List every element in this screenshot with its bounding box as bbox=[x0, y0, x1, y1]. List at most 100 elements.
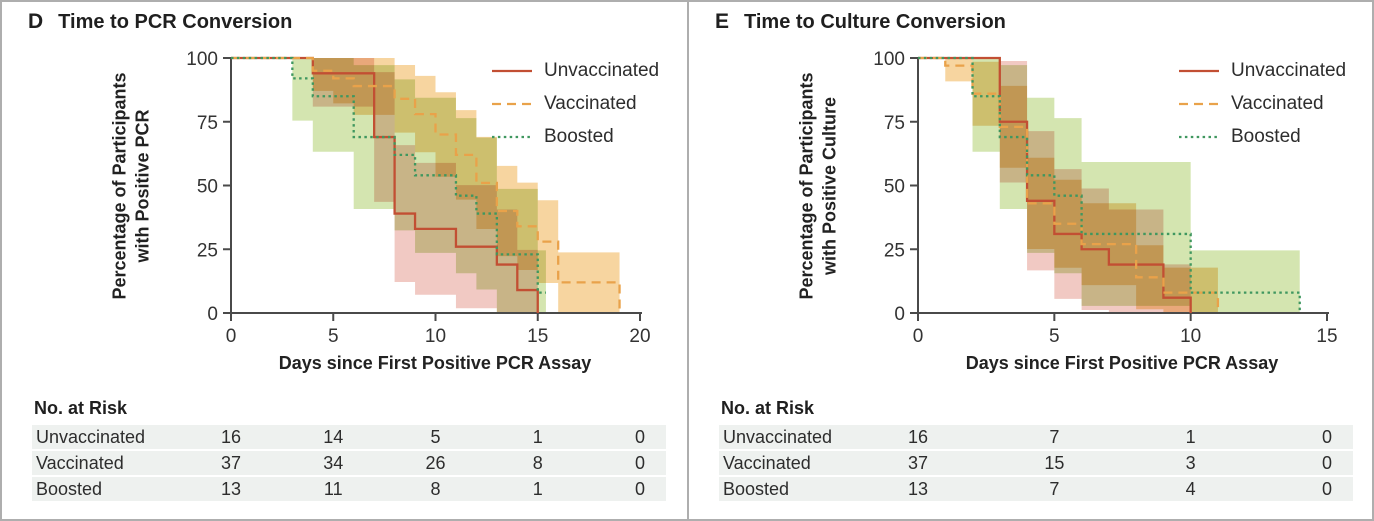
risk-row-label: Boosted bbox=[723, 479, 790, 499]
y-tick-label: 75 bbox=[884, 113, 905, 134]
y-tick-label: 100 bbox=[873, 49, 905, 70]
legend-label: Vaccinated bbox=[1231, 92, 1324, 114]
risk-count-day-15: 8 bbox=[532, 453, 543, 473]
legend-solid-line-swatch bbox=[492, 69, 532, 72]
risk-count-day-20: 0 bbox=[634, 427, 646, 447]
km-curve-vaccinated bbox=[918, 56, 1220, 313]
x-tick-label: 20 bbox=[629, 326, 650, 347]
risk-table: Unvaccinated 16 7 1 0 Vaccinated 37 15 3 0 Boosted… bbox=[719, 425, 1353, 503]
legend-item-unvaccinated: Unvaccinated bbox=[1177, 54, 1346, 87]
risk-table-header: No. at Risk bbox=[34, 398, 128, 418]
km-plot-pcr: 0 25 50 75 100 0 5 10 15 20 bbox=[186, 49, 650, 347]
legend-item-vaccinated: Vaccinated bbox=[1177, 87, 1346, 120]
y-tick-label: 0 bbox=[207, 304, 218, 325]
risk-count-day-15: 0 bbox=[1321, 479, 1333, 499]
km-curve-boosted bbox=[918, 56, 1301, 313]
risk-row-boosted: Boosted 13 7 4 0 bbox=[719, 477, 1353, 501]
x-tick-label: 10 bbox=[1180, 326, 1201, 347]
risk-count-day-20: 0 bbox=[634, 479, 646, 499]
risk-count-day-0: 37 bbox=[220, 453, 242, 473]
y-tick-label: 25 bbox=[197, 240, 218, 261]
risk-count-day-5: 7 bbox=[1049, 427, 1060, 447]
panel-culture-conversion: E Time to Culture Conversion Percentage o… bbox=[687, 2, 1372, 519]
risk-count-day-5: 7 bbox=[1049, 479, 1060, 499]
x-axis-label: Days since First Positive PCR Assay bbox=[278, 353, 592, 373]
legend-item-unvaccinated: Unvaccinated bbox=[490, 54, 659, 87]
x-axis-label: Days since First Positive PCR Assay bbox=[965, 353, 1279, 373]
panel-title-text: Time to Culture Conversion bbox=[744, 11, 1006, 33]
risk-row-label: Unvaccinated bbox=[723, 427, 833, 447]
x-tick-label: 15 bbox=[1316, 326, 1337, 347]
legend-item-vaccinated: Vaccinated bbox=[490, 87, 659, 120]
panel-pcr-conversion: D Time to PCR Conversion Percentage of Pa… bbox=[2, 2, 687, 519]
y-tick-label: 50 bbox=[197, 177, 218, 198]
legend-dashed-line-swatch bbox=[1179, 102, 1219, 105]
km-curve-unvaccinated bbox=[231, 56, 539, 313]
risk-count-day-15: 1 bbox=[532, 427, 543, 447]
panel-letter: D bbox=[28, 10, 44, 33]
risk-count-day-5: 14 bbox=[323, 427, 344, 447]
risk-row-vaccinated: Vaccinated 37 34 26 8 0 bbox=[32, 451, 666, 475]
x-tick-label: 0 bbox=[913, 326, 924, 347]
y-tick-label: 100 bbox=[186, 49, 218, 70]
risk-count-day-10: 3 bbox=[1185, 453, 1196, 473]
risk-count-day-10: 5 bbox=[430, 427, 441, 447]
risk-count-day-10: 26 bbox=[425, 453, 446, 473]
legend-dotted-line-swatch bbox=[1179, 135, 1219, 138]
x-tick-label: 10 bbox=[425, 326, 446, 347]
panel-title-text: Time to PCR Conversion bbox=[58, 11, 293, 33]
km-curve-vaccinated bbox=[231, 56, 621, 313]
risk-count-day-0: 13 bbox=[220, 479, 242, 499]
y-tick-label: 75 bbox=[197, 113, 218, 134]
legend: Unvaccinated Vaccinated Boosted bbox=[490, 54, 659, 153]
risk-count-day-15: 0 bbox=[1321, 427, 1333, 447]
risk-count-day-0: 13 bbox=[907, 479, 929, 499]
x-tick-label: 5 bbox=[328, 326, 339, 347]
risk-row-boosted: Boosted 13 11 8 1 0 bbox=[32, 477, 666, 501]
legend: Unvaccinated Vaccinated Boosted bbox=[1177, 54, 1346, 153]
risk-count-day-10: 1 bbox=[1185, 427, 1196, 447]
x-tick-label: 5 bbox=[1049, 326, 1060, 347]
risk-row-label: Boosted bbox=[36, 479, 103, 499]
risk-count-day-15: 0 bbox=[1321, 453, 1333, 473]
risk-count-day-5: 11 bbox=[323, 479, 343, 499]
risk-count-day-10: 4 bbox=[1185, 479, 1196, 499]
risk-row-label: Vaccinated bbox=[723, 453, 811, 473]
panel-title: E Time to Culture Conversion bbox=[715, 10, 1006, 34]
risk-count-day-20: 0 bbox=[634, 453, 646, 473]
y-tick-label: 50 bbox=[884, 177, 905, 198]
risk-row-vaccinated: Vaccinated 37 15 3 0 bbox=[719, 451, 1353, 475]
risk-count-day-0: 37 bbox=[907, 453, 929, 473]
legend-label: Vaccinated bbox=[544, 92, 637, 114]
risk-row-unvaccinated: Unvaccinated 16 7 1 0 bbox=[719, 425, 1353, 449]
km-curve-boosted bbox=[231, 56, 546, 294]
risk-count-day-5: 34 bbox=[323, 453, 344, 473]
legend-dotted-line-swatch bbox=[492, 135, 532, 138]
panel-letter: E bbox=[715, 10, 730, 33]
y-tick-label: 25 bbox=[884, 240, 905, 261]
legend-item-boosted: Boosted bbox=[490, 120, 659, 153]
panel-title: D Time to PCR Conversion bbox=[28, 10, 292, 34]
x-tick-label: 0 bbox=[226, 326, 237, 347]
legend-label: Boosted bbox=[544, 125, 614, 147]
risk-count-day-10: 8 bbox=[430, 479, 441, 499]
legend-label: Unvaccinated bbox=[1231, 59, 1347, 81]
risk-count-day-5: 15 bbox=[1044, 453, 1065, 473]
legend-dashed-line-swatch bbox=[492, 102, 532, 105]
risk-row-label: Unvaccinated bbox=[36, 427, 146, 447]
legend-label: Unvaccinated bbox=[544, 59, 660, 81]
risk-count-day-15: 1 bbox=[532, 479, 543, 499]
legend-item-boosted: Boosted bbox=[1177, 120, 1346, 153]
legend-solid-line-swatch bbox=[1179, 69, 1219, 72]
risk-row-unvaccinated: Unvaccinated 16 14 5 1 0 bbox=[32, 425, 666, 449]
risk-row-label: Vaccinated bbox=[36, 453, 124, 473]
legend-label: Boosted bbox=[1231, 125, 1301, 147]
risk-table-header: No. at Risk bbox=[721, 398, 815, 418]
x-tick-label: 15 bbox=[527, 326, 548, 347]
risk-count-day-0: 16 bbox=[907, 427, 929, 447]
km-plot-culture: 0 25 50 75 100 0 5 10 15 bbox=[873, 49, 1337, 347]
km-curve-unvaccinated bbox=[918, 56, 1192, 313]
risk-count-day-0: 16 bbox=[220, 427, 242, 447]
risk-table: Unvaccinated 16 14 5 1 0 Vaccinated 37 34 26 8 0 Boo… bbox=[32, 425, 666, 503]
